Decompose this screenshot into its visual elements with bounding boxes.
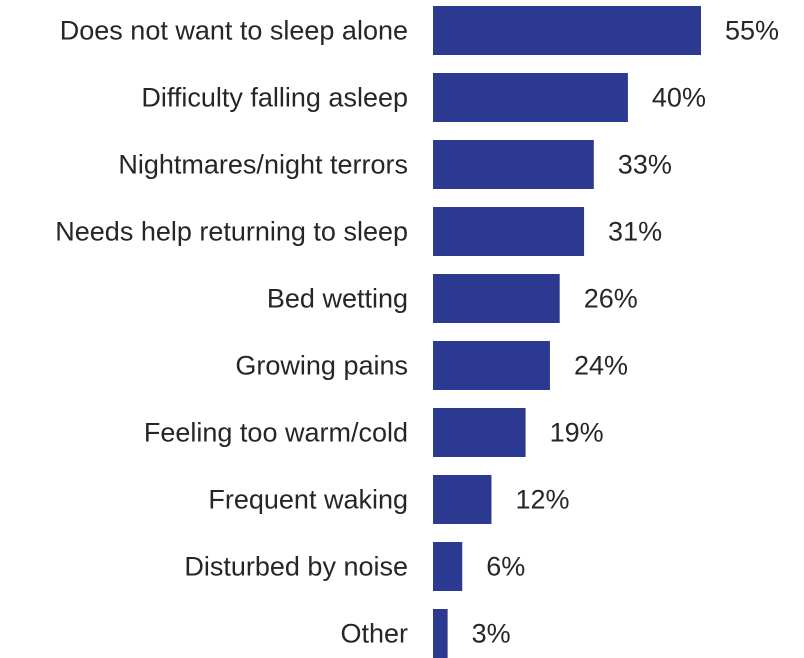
category-labels: Does not want to sleep alone Difficulty f…: [55, 16, 408, 649]
bar-3: [433, 207, 585, 256]
value-label-7: 12%: [515, 485, 569, 515]
bar-1: [433, 73, 628, 122]
category-label-4: Bed wetting: [267, 284, 408, 314]
bar-9: [433, 609, 448, 658]
bar-4: [433, 274, 560, 323]
value-label-5: 24%: [574, 351, 628, 381]
bar-2: [433, 140, 594, 189]
value-label-4: 26%: [584, 284, 638, 314]
category-label-9: Other: [340, 619, 408, 649]
bar-7: [433, 475, 492, 524]
value-label-9: 3%: [472, 619, 511, 649]
bar-6: [433, 408, 526, 457]
value-label-1: 40%: [652, 83, 706, 113]
bar-0: [433, 6, 701, 55]
category-label-1: Difficulty falling asleep: [141, 83, 408, 113]
bar-5: [433, 341, 550, 390]
category-label-8: Disturbed by noise: [184, 552, 408, 582]
value-label-6: 19%: [550, 418, 604, 448]
bars: [433, 6, 701, 658]
category-label-5: Growing pains: [235, 351, 408, 381]
category-label-3: Needs help returning to sleep: [55, 217, 408, 247]
bar-8: [433, 542, 463, 591]
category-label-0: Does not want to sleep alone: [60, 16, 408, 46]
value-label-8: 6%: [486, 552, 525, 582]
value-label-2: 33%: [618, 150, 672, 180]
category-label-2: Nightmares/night terrors: [118, 150, 408, 180]
category-label-6: Feeling too warm/cold: [144, 418, 408, 448]
value-label-0: 55%: [725, 16, 779, 46]
value-label-3: 31%: [608, 217, 662, 247]
category-label-7: Frequent waking: [208, 485, 408, 515]
value-labels: 55% 40% 33% 31% 26% 24% 19% 12% 6% 3%: [472, 16, 779, 649]
